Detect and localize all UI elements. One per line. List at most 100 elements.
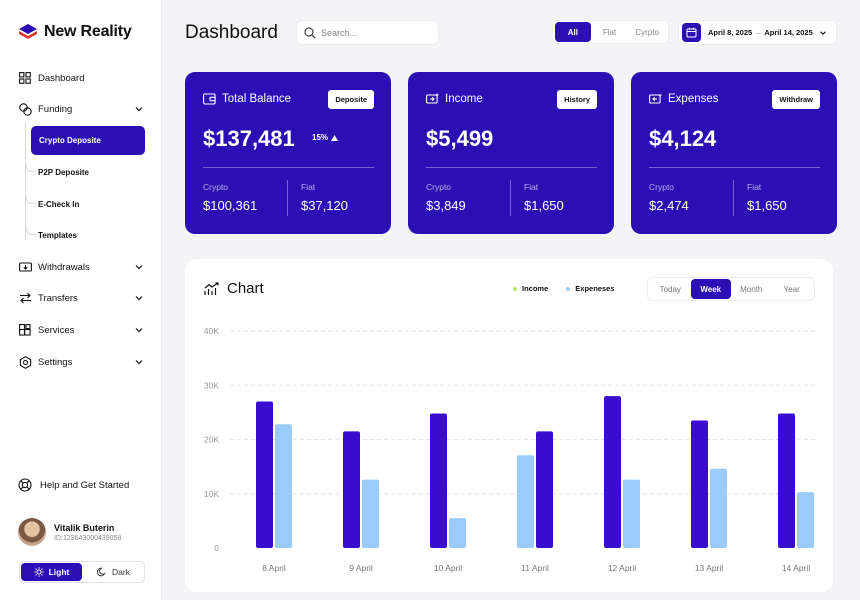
y-tick-label: 10K (204, 489, 219, 499)
card-amount: $5,499 (426, 126, 494, 151)
filter-crypto[interactable]: Cyrpto (635, 27, 659, 37)
x-tick-label: 13 April (695, 563, 723, 573)
y-tick-label: 30K (204, 380, 219, 390)
theme-light-button[interactable]: Light (21, 563, 82, 581)
fiat-stat: Fiat $37,120 (301, 182, 348, 213)
page-title: Dashboard (185, 22, 278, 43)
stat-label: Fiat (524, 182, 539, 192)
theme-toggle: Light Dark (19, 561, 145, 583)
stat-value: $100,361 (203, 198, 258, 213)
income-bar (343, 431, 360, 548)
user-name: Vitalik Buterin (54, 522, 115, 533)
stat-label: Fiat (747, 182, 762, 192)
tree-branch (26, 227, 36, 235)
crypto-stat: Crypto $3,849 (426, 182, 466, 213)
theme-dark-button[interactable]: Dark (83, 562, 144, 582)
expenses-bar (362, 479, 379, 548)
legend-dot (566, 286, 571, 291)
help-label: Help and Get Started (40, 479, 130, 491)
crypto-stat: Crypto $100,361 (203, 182, 257, 213)
chevron-down-icon[interactable] (134, 357, 144, 367)
card-amount: $137,481 (203, 126, 295, 151)
chevron-down-icon[interactable] (134, 104, 144, 114)
legend-expenses: Expeneses (566, 284, 614, 293)
stat-value: $1,650 (747, 198, 787, 213)
date-range-picker[interactable]: April 8, 2025 – April 14, 2025 (678, 20, 837, 45)
divider (649, 167, 820, 168)
calendar-icon (682, 23, 701, 42)
dashboard-icon (18, 71, 32, 85)
chevron-down-icon[interactable] (134, 325, 144, 335)
chart-header: Chart (204, 280, 264, 297)
change-value: 15% (312, 133, 329, 142)
range-year[interactable]: Year (783, 284, 800, 294)
search-icon (304, 26, 316, 39)
help-link[interactable]: Help and Get Started (18, 478, 129, 492)
sidebar-subitem-label: E-Check In (38, 199, 80, 209)
range-week[interactable]: Week (690, 279, 731, 299)
x-tick-label: 11 April (521, 563, 549, 573)
income-bar (536, 431, 553, 548)
range-month[interactable]: Month (740, 284, 763, 294)
user-profile[interactable]: Vitalik Buterin ID:123643000439058 (18, 518, 121, 546)
sidebar-item-dashboard[interactable]: Dashboard (18, 67, 146, 89)
lifebuoy-icon (18, 478, 32, 492)
sidebar-item-label: Settings (38, 356, 73, 368)
legend-dot (513, 286, 517, 291)
filter-fiat[interactable]: Fiat (602, 27, 617, 37)
sidebar-item-funding[interactable]: Funding (18, 98, 146, 120)
y-tick-label: 40K (204, 326, 219, 336)
search-box[interactable] (296, 20, 439, 45)
logo[interactable]: New Reality (18, 22, 132, 42)
deposite-button[interactable]: Deposite (328, 90, 374, 109)
date-from: April 8, 2025 (708, 28, 753, 37)
sidebar-subitem-label: P2P Deposite (38, 167, 89, 177)
chart-title: Chart (227, 280, 264, 297)
sidebar-subitem-crypto-deposite[interactable]: Crypto Deposite (31, 126, 145, 155)
expenses-bar (275, 424, 292, 548)
filter-all[interactable]: All (555, 22, 591, 42)
chevron-down-icon[interactable] (134, 262, 144, 272)
expenses-bar (449, 518, 466, 548)
legend-label: Income (522, 284, 549, 293)
sidebar-item-settings[interactable]: Settings (18, 351, 146, 373)
card-amount: $4,124 (649, 126, 717, 151)
asset-filter: All Fiat Cyrpto (552, 20, 669, 44)
chevron-down-icon[interactable] (134, 293, 144, 303)
income-icon (426, 93, 439, 104)
divider (287, 180, 288, 216)
x-tick-label: 9 April (349, 563, 373, 573)
fiat-stat: Fiat $1,650 (747, 182, 787, 213)
sidebar-subitem-echeck-in[interactable]: E-Check In (26, 196, 79, 212)
card-title: Total Balance (222, 93, 292, 105)
wallet-icon (203, 93, 216, 105)
expenses-bar (710, 468, 727, 548)
sidebar-subitem-label: Templates (38, 230, 77, 240)
withdraw-button[interactable]: Withdraw (772, 90, 820, 109)
sidebar: New Reality Dashboard Funding Crypto Dep… (0, 0, 162, 600)
x-tick-label: 8 April (262, 563, 286, 573)
stat-label: Fiat (301, 182, 316, 192)
sidebar-item-label: Withdrawals (38, 261, 90, 273)
income-bar (430, 413, 447, 548)
sidebar-item-withdrawals[interactable]: Withdrawals (18, 256, 146, 278)
sidebar-item-services[interactable]: Services (18, 319, 146, 341)
transfer-icon (18, 291, 32, 305)
history-button[interactable]: History (557, 90, 597, 109)
card-header: Expenses (649, 93, 719, 105)
theme-dark-label: Dark (112, 567, 130, 577)
total-balance-card: Total Balance Deposite $137,481 15% Cryp… (185, 72, 391, 234)
sidebar-item-transfers[interactable]: Transfers (18, 287, 146, 309)
moon-icon (97, 567, 106, 577)
sidebar-subitem-templates[interactable]: Templates (26, 227, 77, 243)
search-input[interactable] (321, 27, 431, 38)
sidebar-subitem-p2p-deposite[interactable]: P2P Deposite (26, 164, 89, 180)
income-bar (256, 401, 273, 548)
legend-label: Expeneses (575, 284, 615, 293)
range-today[interactable]: Today (659, 284, 681, 294)
sun-icon (33, 567, 44, 577)
stat-value: $3,849 (426, 198, 466, 213)
stat-label: Crypto (203, 182, 229, 192)
fiat-stat: Fiat $1,650 (524, 182, 564, 213)
change-badge: 15% (312, 133, 339, 142)
